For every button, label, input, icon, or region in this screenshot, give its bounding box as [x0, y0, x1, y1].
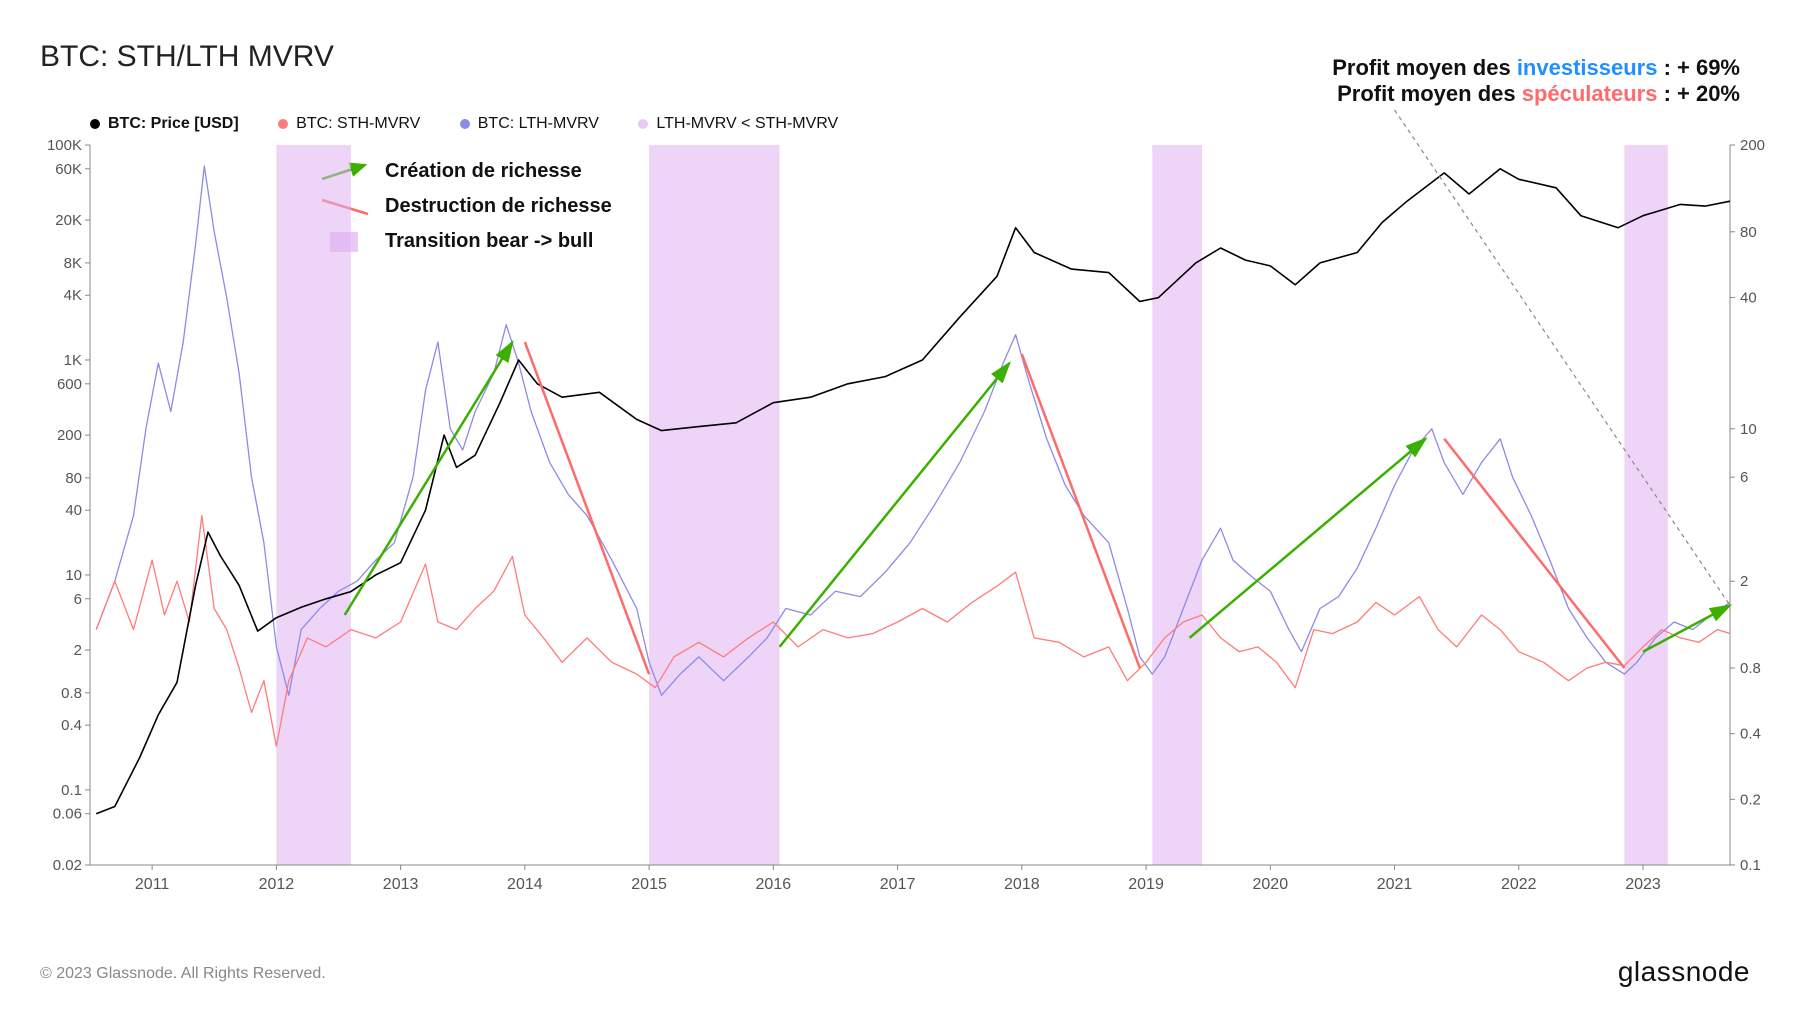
destruction-arrow — [525, 342, 649, 674]
y-right-tick: 0.1 — [1740, 857, 1761, 874]
y-left-tick: 2 — [74, 642, 82, 659]
x-tick: 2022 — [1501, 876, 1537, 893]
y-right-tick: 40 — [1740, 289, 1757, 306]
y-left-tick: 60K — [55, 161, 82, 178]
x-tick: 2023 — [1625, 876, 1661, 893]
y-left-tick: 0.1 — [61, 782, 82, 799]
y-left-tick: 8K — [64, 255, 82, 272]
creation-arrow — [780, 363, 1010, 647]
creation-arrow — [345, 342, 513, 615]
transition-band — [1152, 145, 1202, 865]
x-tick: 2017 — [880, 876, 916, 893]
destruction-arrow — [1022, 354, 1140, 668]
y-right-tick: 6 — [1740, 469, 1748, 486]
chart-svg: 0.02 0.06 0.1 0.4 0.8 2 6 10 40 80 200 600 1K 4K 8K 20K… — [0, 0, 1800, 1013]
y-right-tick: 2 — [1740, 573, 1748, 590]
x-tick: 2011 — [135, 876, 170, 893]
y-left-tick: 0.4 — [61, 717, 82, 734]
x-tick: 2016 — [756, 876, 792, 893]
x-tick: 2013 — [383, 876, 419, 893]
y-right-tick: 10 — [1740, 421, 1757, 438]
y-left-tick: 100K — [47, 137, 82, 154]
transition-band — [649, 145, 779, 865]
y-left-tick: 10 — [65, 567, 82, 584]
y-left-tick: 200 — [57, 427, 82, 444]
transition-band — [276, 145, 351, 865]
transition-band — [1624, 145, 1667, 865]
y-left-tick: 0.8 — [61, 685, 82, 702]
brand-logo: glassnode — [1618, 956, 1750, 988]
y-left-tick: 0.02 — [53, 857, 82, 874]
x-tick: 2015 — [631, 876, 667, 893]
destruction-arrow — [1444, 439, 1624, 668]
x-tick: 2021 — [1377, 876, 1413, 893]
x-tick: 2014 — [507, 876, 543, 893]
y-left-tick: 1K — [64, 352, 82, 369]
y-left-tick: 20K — [55, 212, 82, 229]
y-left-tick: 600 — [57, 376, 82, 393]
x-tick: 2019 — [1128, 876, 1164, 893]
copyright: © 2023 Glassnode. All Rights Reserved. — [40, 965, 326, 983]
y-left-tick: 6 — [74, 591, 82, 608]
y-right-tick: 0.8 — [1740, 660, 1761, 677]
y-right-tick: 200 — [1740, 137, 1765, 154]
annotation-leader — [1395, 110, 1730, 605]
y-right-tick: 0.2 — [1740, 791, 1761, 808]
x-tick: 2012 — [259, 876, 295, 893]
y-left-tick: 0.06 — [53, 806, 82, 823]
y-left-tick: 40 — [65, 502, 82, 519]
x-tick: 2020 — [1253, 876, 1289, 893]
y-right-tick: 80 — [1740, 224, 1757, 241]
y-left-tick: 80 — [65, 470, 82, 487]
y-right-tick: 0.4 — [1740, 726, 1761, 743]
x-tick: 2018 — [1004, 876, 1040, 893]
y-left-tick: 4K — [64, 287, 82, 304]
